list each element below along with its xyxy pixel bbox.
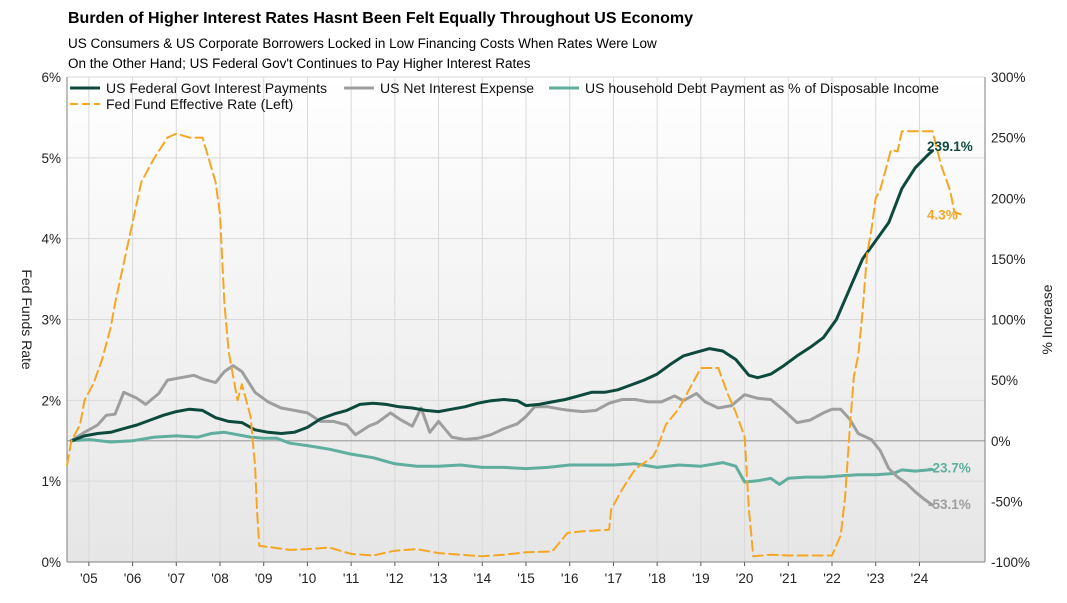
x-tick-label: '14 bbox=[473, 571, 491, 586]
right-tick-label: 200% bbox=[991, 191, 1026, 206]
legend-label: US Federal Govt Interest Payments bbox=[106, 80, 327, 96]
right-axis-title: % Increase bbox=[1039, 284, 1055, 354]
series-lines bbox=[66, 130, 962, 558]
left-tick-label: 6% bbox=[41, 70, 61, 85]
x-tick-label: '18 bbox=[648, 571, 666, 586]
x-tick-label: '23 bbox=[867, 571, 885, 586]
x-tick-label: '06 bbox=[124, 571, 142, 586]
x-tick-label: '22 bbox=[823, 571, 841, 586]
x-tick-label: '15 bbox=[517, 571, 535, 586]
left-tick-label: 0% bbox=[41, 555, 61, 570]
right-tick-label: 300% bbox=[991, 70, 1026, 85]
end-value-label: 4.3% bbox=[927, 207, 958, 222]
end-value-label: -23.7% bbox=[928, 460, 971, 475]
chart-title: Burden of Higher Interest Rates Hasnt Be… bbox=[68, 10, 693, 27]
end-value-label: 239.1% bbox=[927, 139, 973, 154]
series-line-us-net-interest-expense bbox=[69, 364, 934, 507]
right-tick-label: 0% bbox=[991, 434, 1011, 449]
right-tick-label: 100% bbox=[991, 313, 1026, 328]
x-tick-label: '13 bbox=[430, 571, 448, 586]
x-tick-label: '19 bbox=[692, 571, 710, 586]
legend-label: Fed Fund Effective Rate (Left) bbox=[106, 96, 293, 112]
left-tick-label: 2% bbox=[41, 393, 61, 408]
x-tick-label: '24 bbox=[911, 571, 929, 586]
left-tick-label: 1% bbox=[41, 474, 61, 489]
right-tick-label: 250% bbox=[991, 131, 1026, 146]
left-tick-label: 4% bbox=[41, 232, 61, 247]
x-tick-label: '09 bbox=[255, 571, 273, 586]
series-line-us-household-debt-payment-as-of-disposable-income bbox=[69, 430, 934, 486]
legend-label: US Net Interest Expense bbox=[380, 80, 534, 96]
left-axis-title: Fed Funds Rate bbox=[19, 269, 35, 370]
series-line-us-federal-govt-interest-payments bbox=[69, 149, 934, 443]
x-tick-label: '11 bbox=[343, 571, 360, 586]
chart-subtitle-line-2: On the Other Hand; US Federal Gov't Cont… bbox=[68, 56, 531, 71]
chart-subtitle-line-1: US Consumers & US Corporate Borrowers Lo… bbox=[68, 36, 657, 51]
right-tick-label: 150% bbox=[991, 252, 1026, 267]
left-tick-label: 5% bbox=[41, 151, 61, 166]
gridlines bbox=[67, 76, 985, 563]
x-tick-label: '07 bbox=[167, 571, 185, 586]
x-tick-label: '08 bbox=[211, 571, 229, 586]
end-labels: 239.1% -53.1% -23.7% 4.3% bbox=[927, 139, 973, 512]
end-value-label: -53.1% bbox=[928, 497, 971, 512]
x-tick-label: '16 bbox=[561, 571, 579, 586]
x-tick-label: '20 bbox=[736, 571, 754, 586]
right-tick-label: 50% bbox=[991, 373, 1018, 388]
right-tick-label: -100% bbox=[991, 555, 1030, 570]
x-tick-label: '12 bbox=[386, 571, 404, 586]
legend-label: US household Debt Payment as % of Dispos… bbox=[585, 80, 939, 96]
right-tick-label: -50% bbox=[991, 494, 1023, 509]
left-tick-label: 3% bbox=[41, 313, 61, 328]
axes: 0% 1% 2% 3% 4% 5% 6% -100% -50% 0% 50% 100% 150% 200%… bbox=[19, 70, 1055, 586]
x-tick-label: '05 bbox=[80, 571, 98, 586]
x-tick-label: '10 bbox=[299, 571, 317, 586]
series-line-fed-fund-effective-rate-left bbox=[66, 130, 962, 558]
x-tick-label: '21 bbox=[779, 571, 797, 586]
legend: US Federal Govt Interest Payments US Net … bbox=[70, 80, 939, 112]
x-tick-label: '17 bbox=[605, 571, 623, 586]
